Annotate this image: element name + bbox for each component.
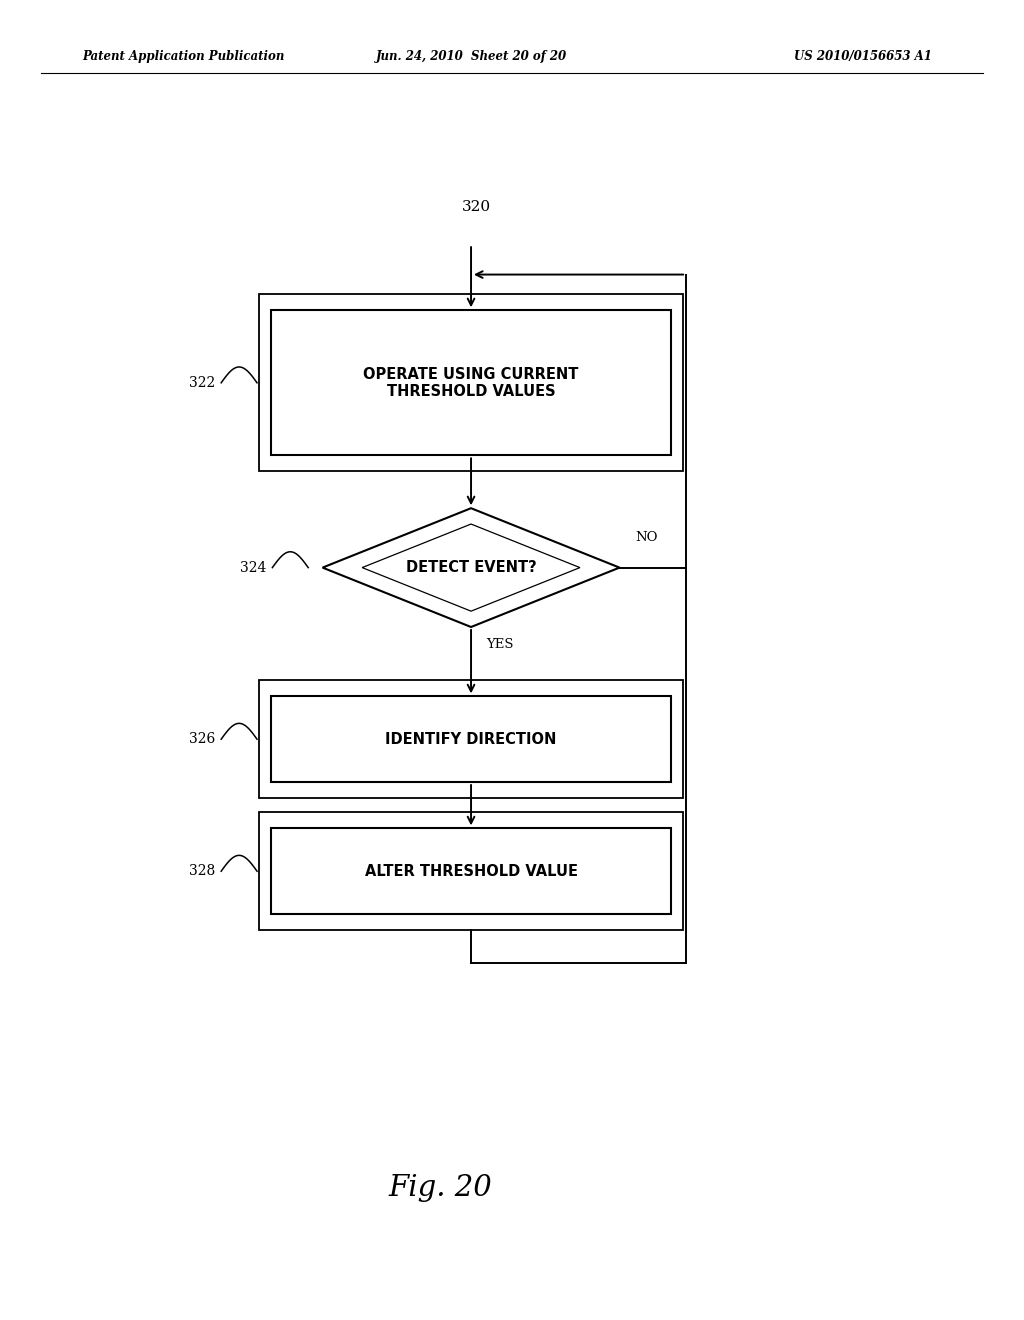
Text: ALTER THRESHOLD VALUE: ALTER THRESHOLD VALUE [365,863,578,879]
Bar [271,697,671,781]
Text: US 2010/0156653 A1: US 2010/0156653 A1 [794,50,932,63]
Text: NO: NO [635,531,657,544]
Text: 328: 328 [188,865,215,878]
Text: YES: YES [486,638,514,651]
Bar [259,813,683,929]
Bar [259,681,683,797]
Text: OPERATE USING CURRENT
THRESHOLD VALUES: OPERATE USING CURRENT THRESHOLD VALUES [364,367,579,399]
Bar [259,294,683,471]
Text: IDENTIFY DIRECTION: IDENTIFY DIRECTION [385,731,557,747]
Text: Jun. 24, 2010  Sheet 20 of 20: Jun. 24, 2010 Sheet 20 of 20 [376,50,566,63]
Text: 322: 322 [188,376,215,389]
Text: 320: 320 [462,199,490,214]
Text: 326: 326 [188,733,215,746]
Bar [271,829,671,913]
Text: 324: 324 [240,561,266,574]
Polygon shape [323,508,620,627]
Text: Patent Application Publication: Patent Application Publication [82,50,285,63]
Text: DETECT EVENT?: DETECT EVENT? [406,560,537,576]
Bar [271,310,671,455]
Text: Fig. 20: Fig. 20 [388,1173,493,1203]
